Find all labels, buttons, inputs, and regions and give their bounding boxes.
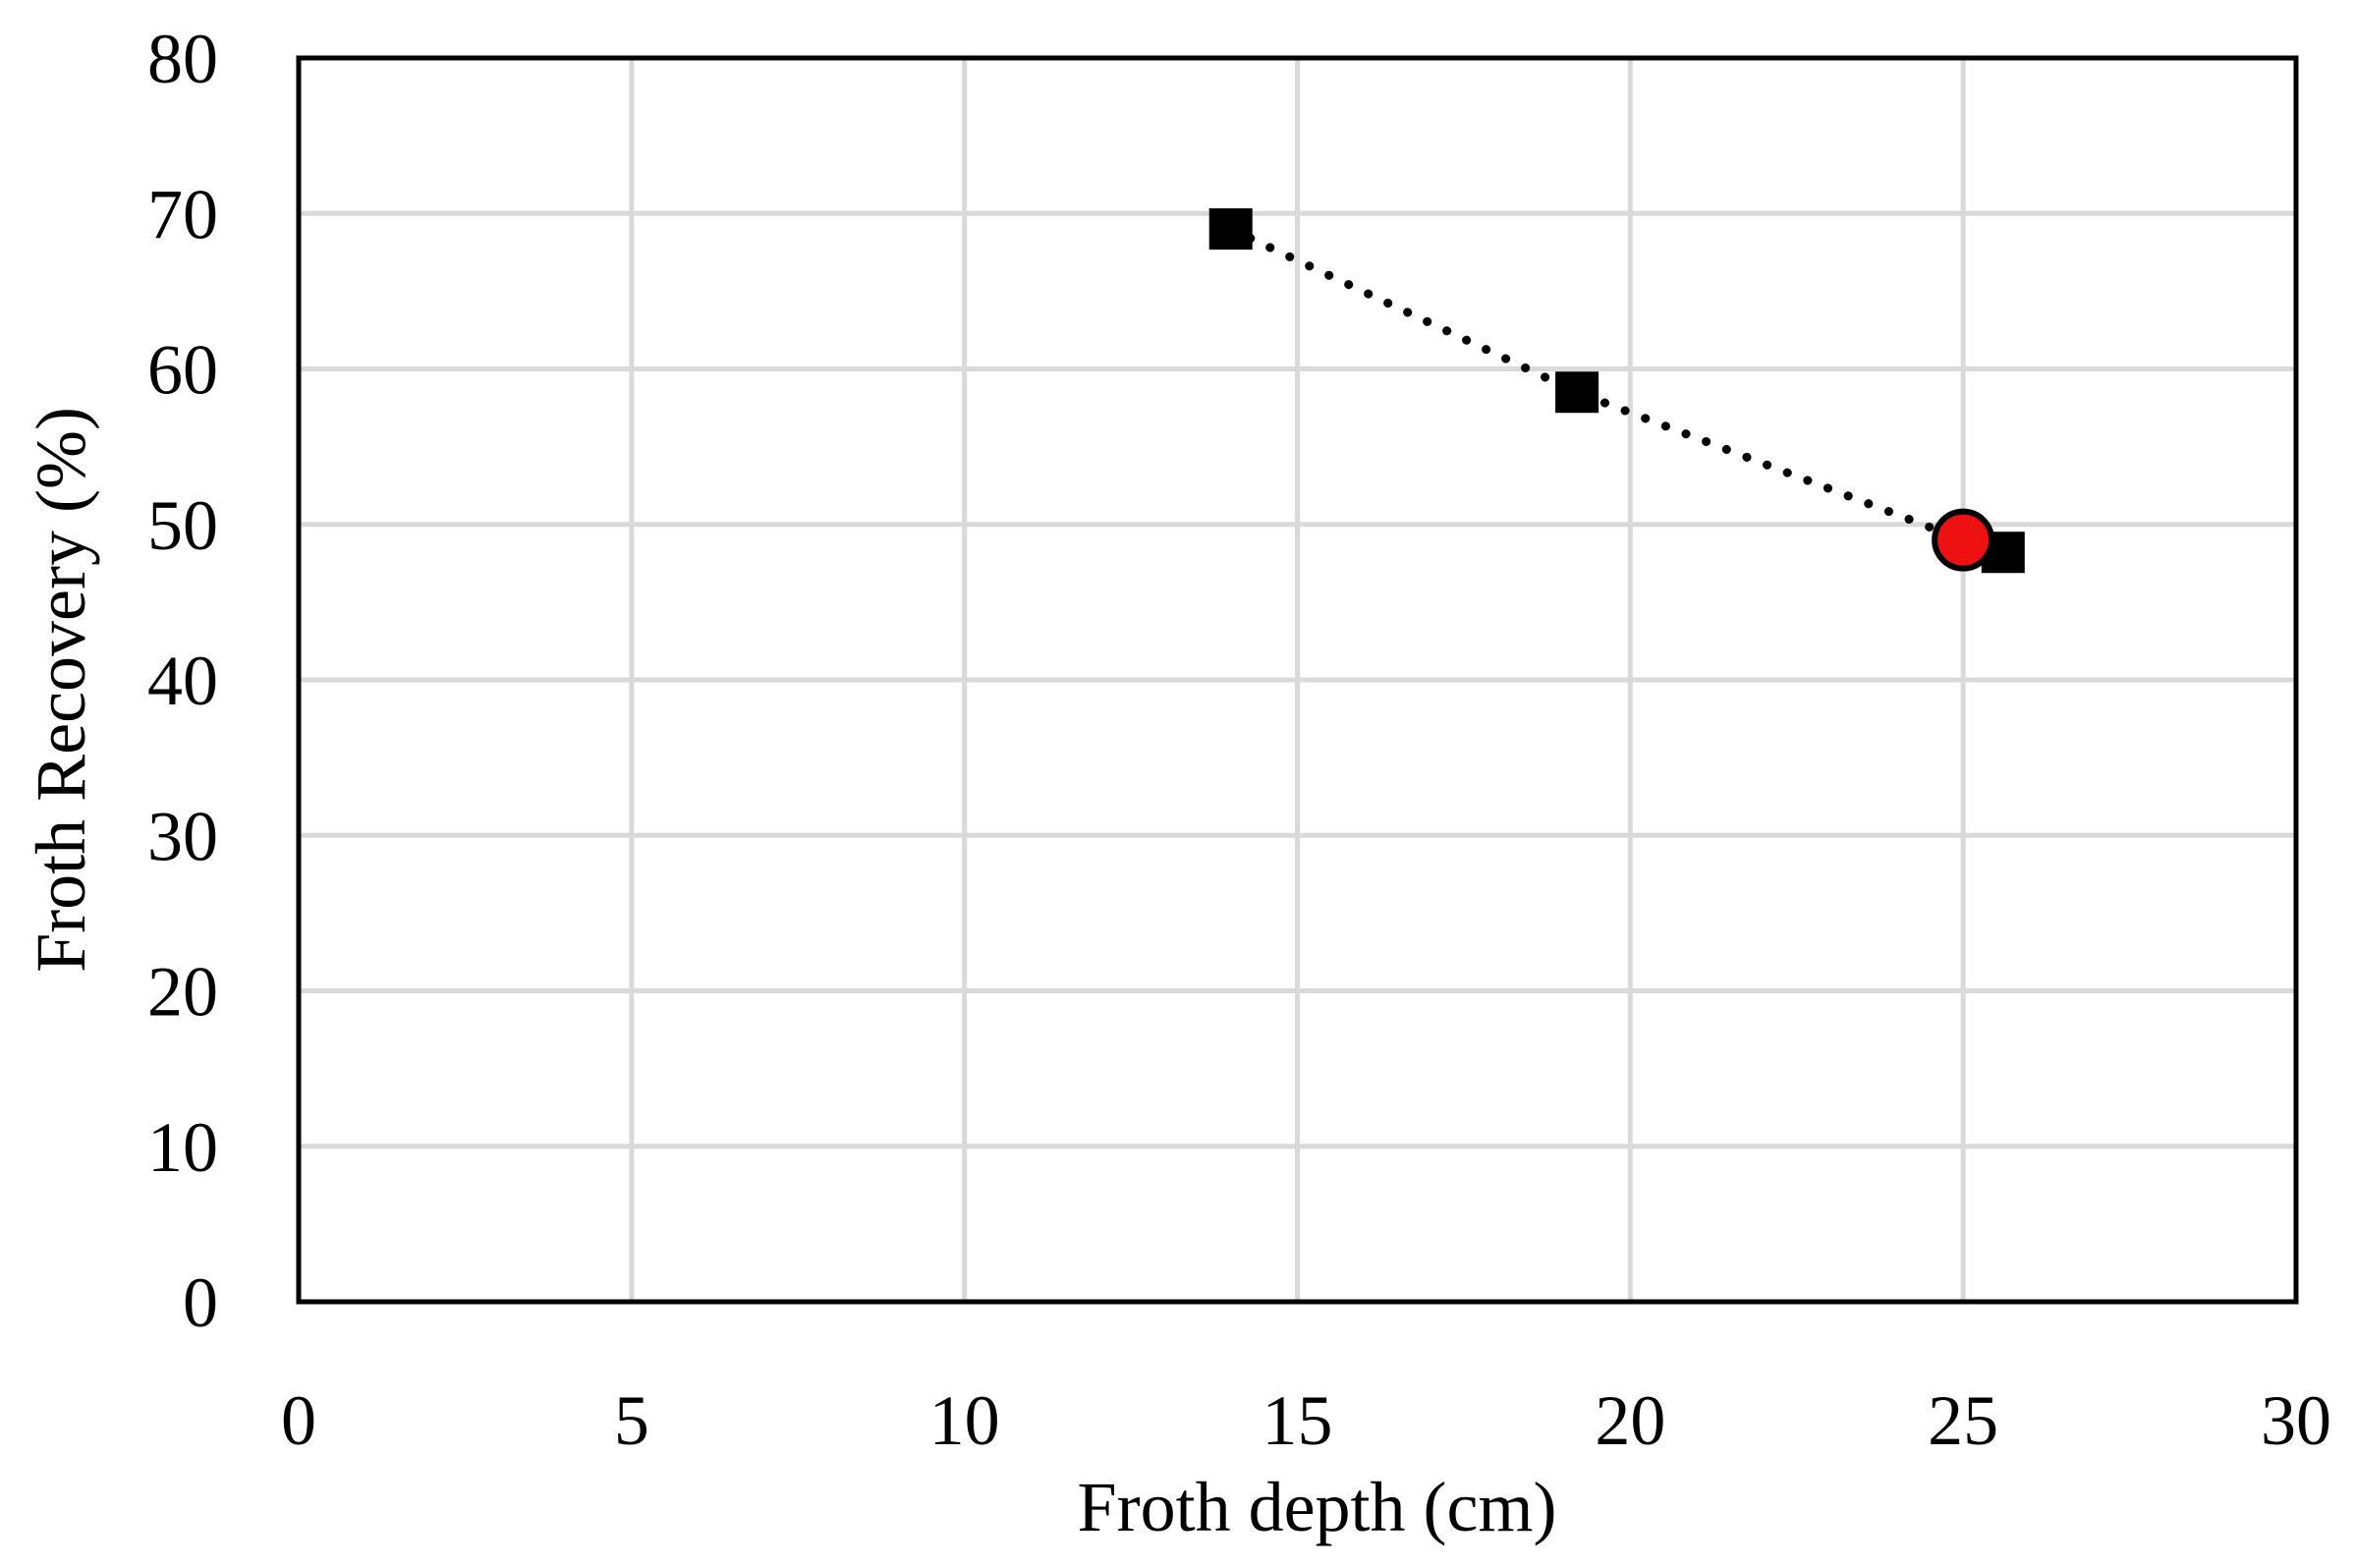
y-tick-label: 10 [147, 1108, 218, 1187]
y-tick-label: 50 [147, 486, 218, 565]
trendline [1226, 224, 2008, 557]
grid-lines [299, 58, 2296, 1302]
x-tick-label: 10 [929, 1381, 1000, 1460]
y-axis-title: Froth Recovery (%) [22, 407, 100, 973]
square-marker [1208, 208, 1253, 251]
y-tick-label: 70 [147, 175, 218, 253]
square-marker [1555, 371, 1599, 414]
y-tick-label: 60 [147, 331, 218, 410]
plot-area-border [296, 55, 2299, 1305]
x-axis-title: Froth depth (cm) [1078, 1468, 1557, 1546]
x-tick-label: 25 [1928, 1381, 1998, 1460]
y-tick-label: 80 [147, 20, 218, 98]
x-tick-label: 30 [2261, 1381, 2331, 1460]
x-tick-label: 0 [281, 1381, 316, 1460]
y-tick-label: 20 [147, 953, 218, 1032]
y-tick-label: 0 [183, 1263, 218, 1342]
y-tick-label: 40 [147, 642, 218, 720]
trendline-layer [1226, 224, 2008, 557]
x-tick-label: 5 [614, 1381, 649, 1460]
x-tick-label: 20 [1595, 1381, 1665, 1460]
data-markers [1208, 208, 2025, 574]
x-tick-label: 15 [1262, 1381, 1333, 1460]
y-tick-label: 30 [147, 797, 218, 875]
y-tick-labels: 0 10 20 30 40 50 60 70 80 [147, 20, 218, 1342]
x-tick-labels: 0 5 10 15 20 25 30 [281, 1381, 2331, 1460]
circle-marker [1932, 508, 1995, 572]
